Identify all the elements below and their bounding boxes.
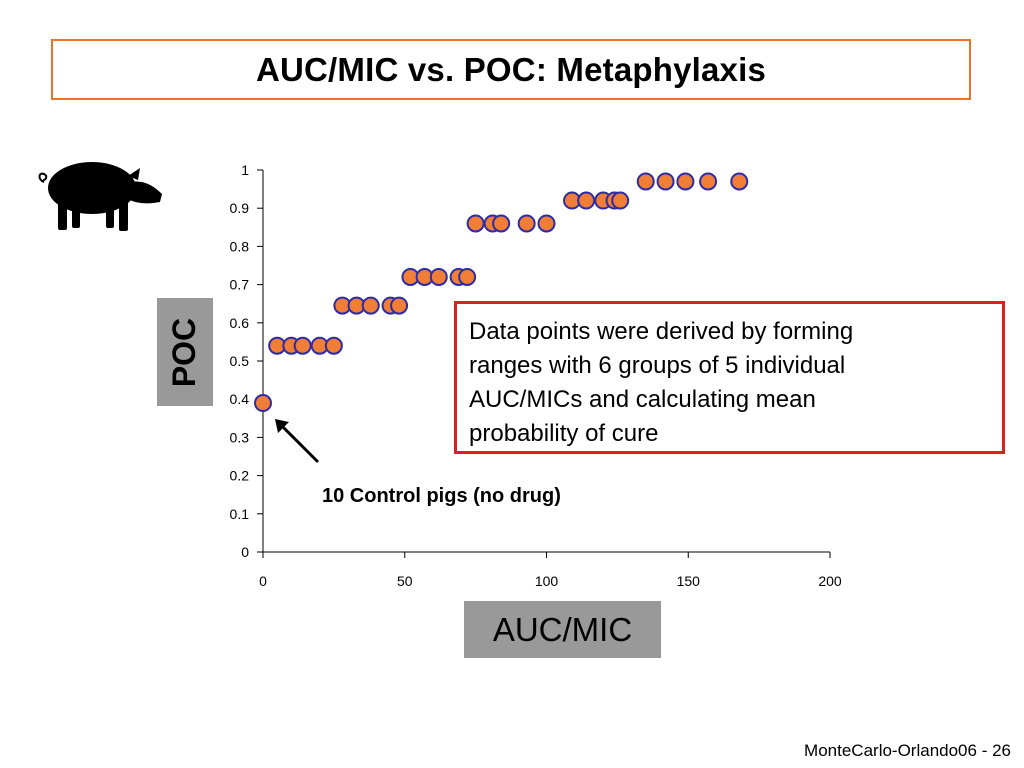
data-point [636,172,655,191]
y-tick-label: 1 [241,162,249,178]
x-tick-label: 50 [397,573,413,589]
data-point [458,267,477,286]
note-line: ranges with 6 groups of 5 individual [469,352,846,379]
data-point [676,172,695,191]
y-tick-label: 0.8 [230,238,250,254]
data-point [656,172,675,191]
x-axis-label: AUC/MIC [492,610,633,648]
y-axis-label: POC [166,317,203,387]
control-arrow-head [275,419,289,434]
x-tick-label: 200 [818,573,842,589]
data-point [517,214,536,233]
data-point [293,336,312,355]
note-line: Data points were derived by forming [469,318,854,345]
y-tick-label: 0 [241,544,249,560]
slide-title: AUC/MIC vs. POC: Metaphylaxis [255,50,767,88]
title-box: AUC/MIC vs. POC: Metaphylaxis [51,39,971,100]
control-pigs-label: 10 Control pigs (no drug) [322,485,561,507]
slide-footer: MonteCarlo-Orlando06 - 26 [804,741,1011,760]
data-point [466,214,485,233]
data-point [324,336,343,355]
data-point [577,191,596,210]
y-tick-label: 0.6 [230,315,250,331]
y-tick-label: 0.3 [230,429,250,445]
data-point [429,267,448,286]
note-line: AUC/MICs and calculating mean [469,386,816,413]
data-point [361,296,380,315]
data-point [611,191,630,210]
data-point [730,172,749,191]
control-arrow-line [279,423,320,464]
y-tick-label: 0.9 [230,200,250,216]
data-point [537,214,556,233]
note-line: probability of cure [469,420,659,447]
y-tick-label: 0.2 [230,468,250,484]
x-tick-label: 100 [535,573,559,589]
methodology-note: Data points were derived by forming rang… [454,301,1005,454]
y-tick-label: 0.7 [230,277,250,293]
data-point [254,394,272,413]
y-tick-label: 0.4 [230,391,250,407]
x-tick-label: 0 [259,573,267,589]
x-axis-label-box: AUC/MIC [464,601,661,658]
data-point [390,296,409,315]
x-tick-label: 150 [677,573,701,589]
data-point [699,172,718,191]
pig-silhouette-icon [38,162,162,231]
y-tick-label: 0.5 [230,353,250,369]
data-point [492,214,511,233]
y-axis-label-box: POC [157,298,213,406]
y-tick-label: 0.1 [230,506,250,522]
